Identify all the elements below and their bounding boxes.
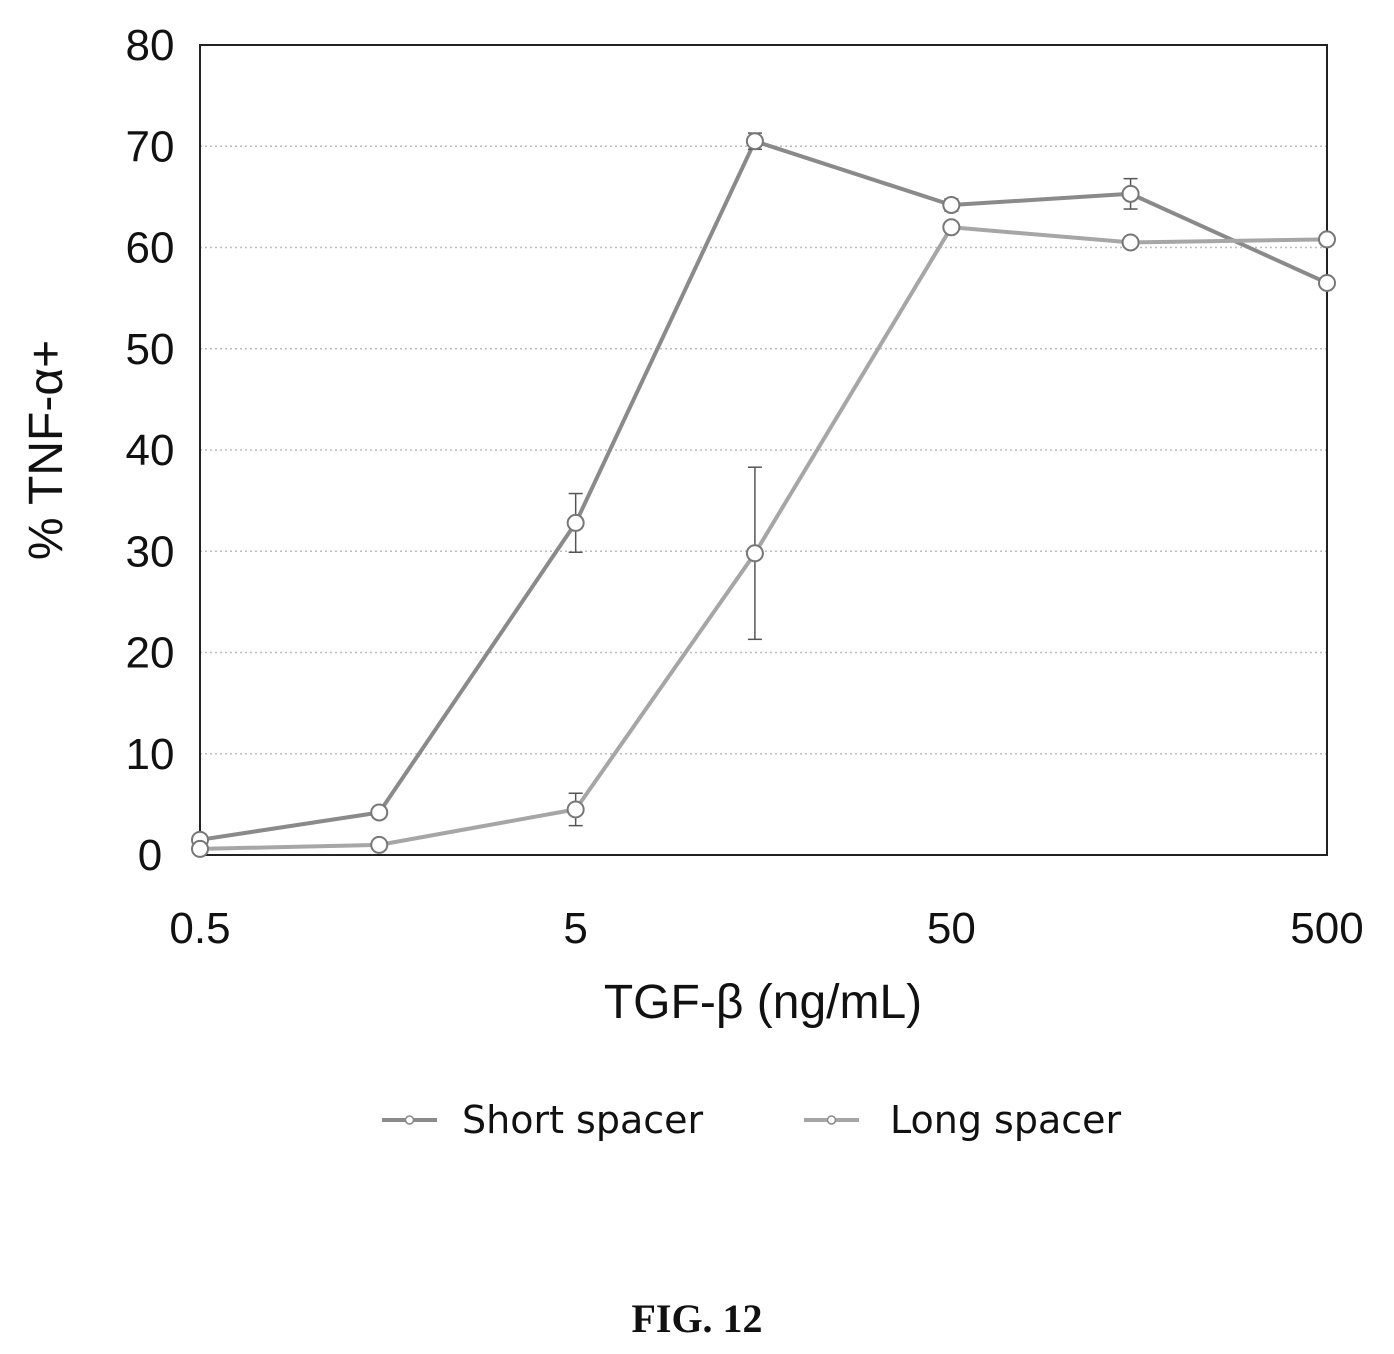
x-tick-label-5: 5 xyxy=(563,904,587,953)
legend-marker-1 xyxy=(826,1115,837,1125)
y-axis-ticks: 0 10 20 30 40 50 60 70 80 xyxy=(126,21,175,880)
data-point-1-1 xyxy=(370,835,389,854)
series-line-0 xyxy=(199,139,1328,842)
data-point-1-0 xyxy=(191,839,209,858)
y-tick-label-40: 40 xyxy=(126,426,175,475)
data-point-0-4 xyxy=(942,195,961,214)
data-point-1-2 xyxy=(566,800,585,819)
x-tick-label-50: 50 xyxy=(927,904,976,953)
legend: Short spacer Long spacer xyxy=(382,1098,1122,1142)
series-1 xyxy=(191,218,1336,858)
data-point-1-3 xyxy=(745,544,764,563)
x-axis-label: TGF-β (ng/mL) xyxy=(604,976,922,1029)
y-tick-label-30: 30 xyxy=(126,527,175,576)
data-point-1-5 xyxy=(1121,233,1140,252)
data-point-1-6 xyxy=(1318,230,1336,249)
y-tick-label-10: 10 xyxy=(126,730,175,779)
y-tick-label-50: 50 xyxy=(126,325,175,374)
data-point-0-6 xyxy=(1318,273,1336,292)
y-tick-label-20: 20 xyxy=(126,629,175,678)
x-axis-ticks: 0.5 5 50 500 xyxy=(169,904,1363,953)
x-tick-label-500: 500 xyxy=(1290,904,1363,953)
y-tick-label-70: 70 xyxy=(126,122,175,171)
y-axis-label: % TNF-α+ xyxy=(20,340,73,560)
y-tick-label-0: 0 xyxy=(138,831,162,880)
legend-label-1: Long spacer xyxy=(890,1098,1122,1142)
figure-caption: FIG. 12 xyxy=(631,1296,762,1341)
y-tick-label-60: 60 xyxy=(126,224,175,273)
series-line-1 xyxy=(199,225,1328,851)
data-point-0-3 xyxy=(745,132,764,151)
data-point-0-2 xyxy=(566,513,585,532)
data-point-0-1 xyxy=(370,803,389,822)
plot-frame xyxy=(199,44,1328,856)
gridlines xyxy=(200,145,1327,755)
data-point-1-4 xyxy=(942,218,961,237)
x-tick-label-0.5: 0.5 xyxy=(169,904,230,953)
legend-marker-0 xyxy=(404,1115,415,1125)
series-layer xyxy=(191,132,1336,858)
legend-label-0: Short spacer xyxy=(462,1098,704,1142)
data-point-0-5 xyxy=(1121,184,1140,203)
y-tick-label-80: 80 xyxy=(126,21,175,70)
